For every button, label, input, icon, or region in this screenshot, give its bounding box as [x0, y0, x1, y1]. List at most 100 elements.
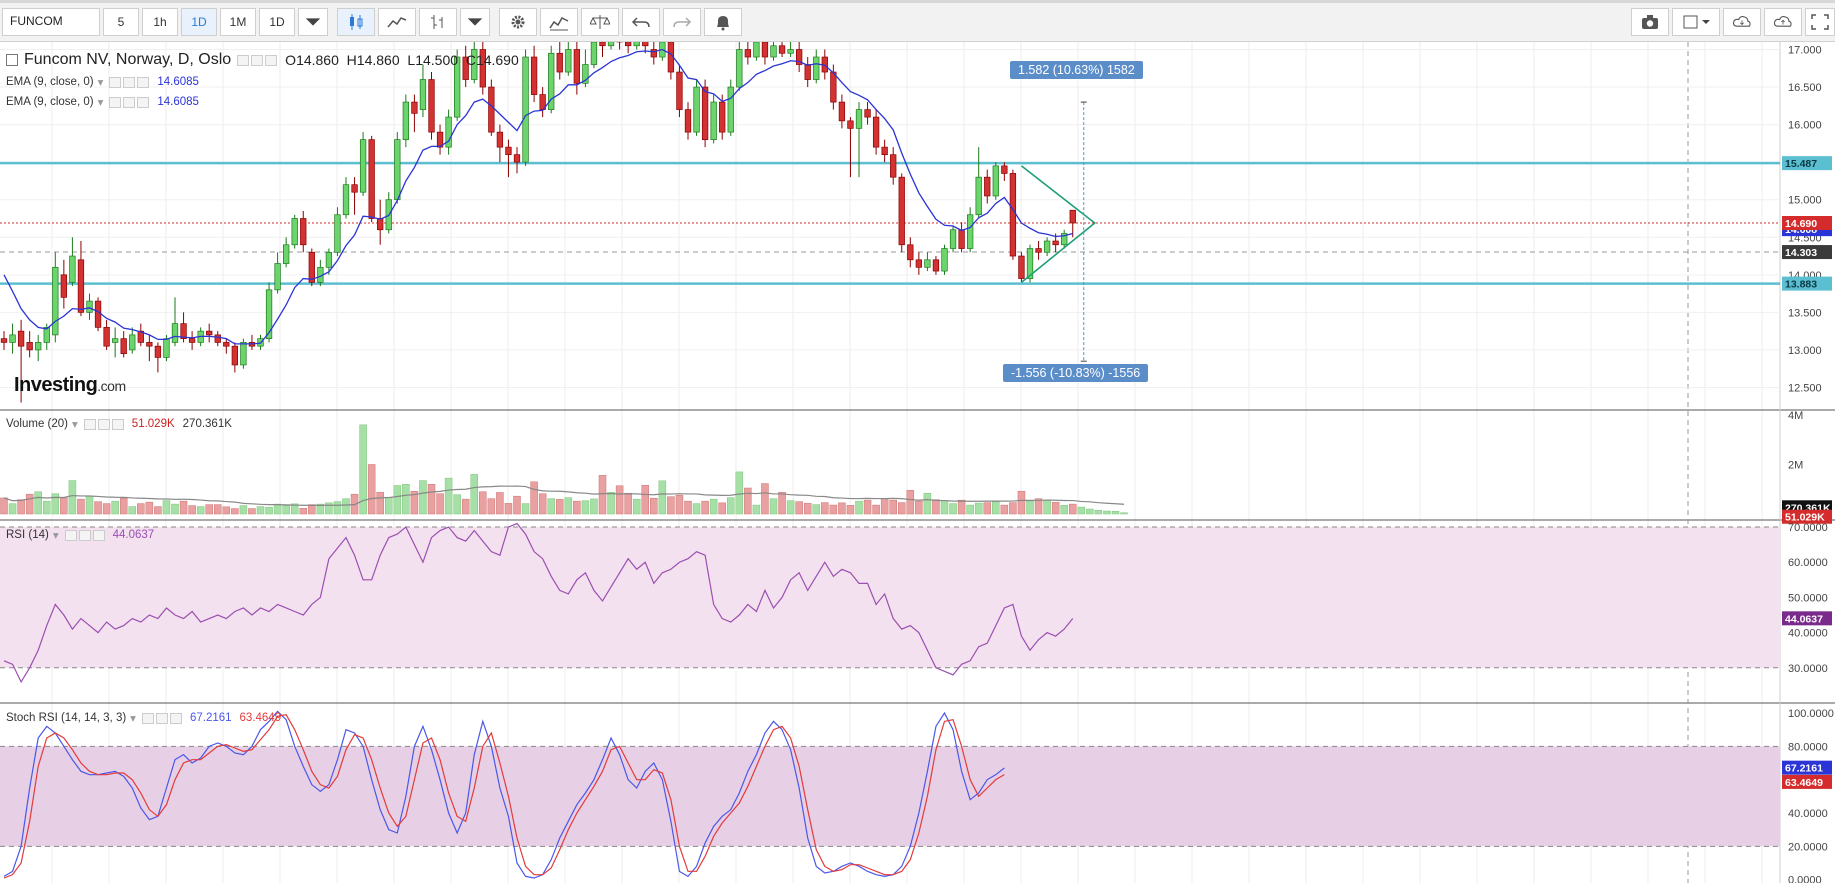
style-dropdown-button[interactable]: [460, 8, 490, 36]
volume-bar: [872, 504, 880, 515]
bell-plus-icon: [717, 16, 729, 31]
volume-bar: [8, 503, 17, 515]
camera-icon: [1642, 15, 1658, 29]
volume-bar: [128, 506, 136, 515]
legend-controls[interactable]: [237, 54, 279, 66]
chart-area[interactable]: 17.00016.50016.00015.50015.00014.50014.0…: [0, 42, 1835, 883]
volume-bar: [821, 502, 829, 515]
fullscreen-button[interactable]: [1805, 8, 1835, 36]
volume-tick-label: 2M: [1788, 459, 1803, 471]
volume-bar: [333, 501, 342, 515]
collapse-toggle[interactable]: [6, 54, 18, 66]
stoch-d-label: 63.4649: [1785, 777, 1823, 789]
compare-button[interactable]: [581, 8, 619, 36]
candle: [368, 139, 375, 219]
candle: [992, 165, 999, 197]
volume-bar: [171, 503, 179, 515]
rsi-tick-label: 60.0000: [1788, 557, 1828, 569]
symbol-input[interactable]: FUNCOM: [2, 8, 100, 36]
volume-bar: [453, 494, 461, 515]
volume-bar: [25, 493, 34, 515]
interval-dropdown-button[interactable]: [298, 8, 328, 36]
volume-bar: [1111, 511, 1120, 515]
volume-bar: [632, 498, 641, 515]
volume-bar: [43, 500, 51, 515]
interval-5-button[interactable]: 5: [103, 8, 139, 36]
volume-bar: [718, 502, 726, 515]
candle: [94, 300, 102, 328]
bars-icon: [431, 15, 443, 29]
candle: [52, 266, 59, 336]
volume-bar: [838, 502, 846, 515]
price-tick-label: 16.500: [1788, 82, 1822, 94]
candle: [607, 42, 615, 47]
interval-custom-button[interactable]: 1D: [259, 8, 295, 36]
candle: [223, 342, 230, 347]
alert-button[interactable]: [704, 8, 742, 36]
interval-1h-button[interactable]: 1h: [142, 8, 178, 36]
volume-bar: [325, 502, 333, 515]
volume-bar: [359, 424, 367, 515]
candle: [1043, 240, 1051, 253]
interval-1d-button[interactable]: 1D: [181, 8, 217, 36]
candle: [590, 42, 598, 65]
settings-button[interactable]: [499, 8, 537, 36]
undo-button[interactable]: [622, 8, 660, 36]
triangle-pattern: [1020, 165, 1097, 283]
candle: [744, 49, 751, 58]
volume-bar: [273, 503, 282, 515]
volume-bar: [145, 501, 154, 515]
ema-controls[interactable]: [109, 76, 151, 88]
save-cloud-button[interactable]: [1764, 8, 1802, 36]
indicators-button[interactable]: [540, 8, 578, 36]
volume-controls[interactable]: [83, 418, 126, 430]
hline-price-label: 15.487: [1785, 158, 1817, 170]
volume-bar: [154, 506, 162, 515]
volume-legend: Volume (20) ▾ 51.029K 270.361K: [6, 418, 232, 431]
redo-button[interactable]: [663, 8, 701, 36]
candle: [736, 49, 743, 88]
undo-icon: [631, 17, 650, 28]
rsi-tick-label: 30.0000: [1788, 663, 1828, 675]
rsi-band: [0, 527, 1780, 668]
candle: [291, 218, 298, 246]
measure-down-label: -1.556 (-10.83%) -1556: [1003, 364, 1149, 382]
candle: [864, 109, 871, 118]
candle: [633, 42, 640, 47]
candle: [283, 244, 290, 264]
candle: [975, 176, 982, 216]
candles-style-button[interactable]: [337, 8, 375, 36]
volume-bar: [367, 464, 376, 515]
bars-style-button[interactable]: [419, 8, 457, 36]
line-style-button[interactable]: [378, 8, 416, 36]
volume-tick-label: 4M: [1788, 410, 1803, 422]
layout-button[interactable]: [1672, 8, 1720, 36]
candle: [120, 338, 127, 355]
candle: [86, 300, 93, 313]
gear-icon: [511, 15, 525, 29]
candle: [377, 218, 384, 231]
measure-up-label: 1.582 (10.63%) 1582: [1010, 61, 1143, 79]
candle: [265, 289, 273, 340]
screenshot-button[interactable]: [1631, 8, 1669, 36]
rsi-controls[interactable]: [64, 529, 107, 541]
volume-bar: [701, 500, 709, 515]
candle: [496, 131, 504, 148]
candle: [188, 338, 196, 343]
interval-1m-button[interactable]: 1M: [220, 8, 256, 36]
stoch-controls[interactable]: [141, 712, 184, 724]
candle: [907, 244, 914, 261]
candle: [1018, 255, 1025, 279]
volume-last-label-bg: [1782, 509, 1832, 524]
ema-controls[interactable]: [109, 96, 151, 108]
volume-bar: [376, 491, 384, 515]
load-cloud-button[interactable]: [1723, 8, 1761, 36]
volume-bar: [795, 501, 803, 515]
volume-bar: [188, 505, 196, 515]
ema-legend-2: EMA (9, close, 0) ▾ 14.6085: [6, 96, 199, 109]
candle: [966, 214, 974, 249]
volume-bar: [308, 504, 316, 515]
candle: [984, 176, 991, 197]
candle: [838, 101, 846, 122]
volume-bar: [949, 503, 957, 515]
